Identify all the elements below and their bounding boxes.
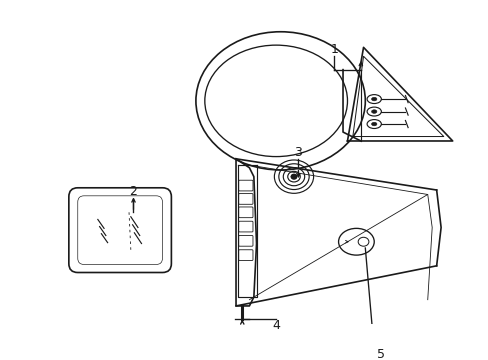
Ellipse shape [371, 97, 376, 101]
Ellipse shape [291, 175, 296, 179]
Ellipse shape [371, 110, 376, 113]
Text: 2: 2 [129, 185, 137, 198]
Text: 4: 4 [272, 319, 280, 332]
Text: 1: 1 [329, 42, 337, 56]
Text: 3: 3 [294, 146, 302, 159]
Ellipse shape [371, 122, 376, 126]
Text: 5: 5 [377, 348, 385, 360]
